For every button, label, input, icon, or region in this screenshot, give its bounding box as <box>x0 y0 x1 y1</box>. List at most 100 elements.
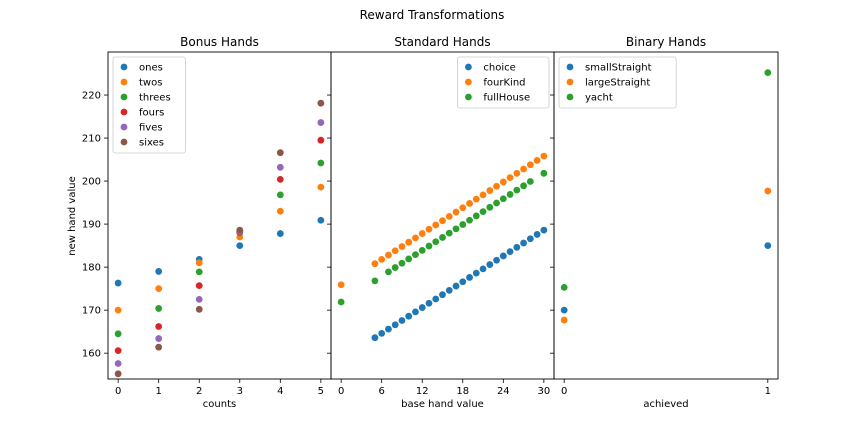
x-tick-label: 24 <box>497 386 510 397</box>
y-tick-label: 170 <box>82 306 101 317</box>
data-point-fours <box>155 323 163 330</box>
data-point-fourKind <box>378 255 386 263</box>
data-point-fourKind <box>493 182 500 190</box>
data-point-fives <box>276 163 284 171</box>
data-point-fourKind <box>425 225 433 233</box>
data-point-fullHouse <box>513 186 521 194</box>
data-point-fourKind <box>540 152 548 160</box>
data-point-ones <box>236 242 244 250</box>
data-point-choice <box>425 299 433 307</box>
panel-title: Binary Hands <box>626 35 706 49</box>
data-point-fullHouse <box>486 203 494 211</box>
data-point-fours <box>114 347 122 355</box>
data-point-choice <box>533 231 541 238</box>
x-tick-label: 1 <box>765 386 771 397</box>
data-point-twos <box>317 183 325 191</box>
data-point-choice <box>385 325 392 333</box>
x-tick-label: 4 <box>277 386 283 397</box>
data-point-choice <box>540 226 548 234</box>
data-point-fours <box>276 175 284 183</box>
axes-frame <box>553 51 779 380</box>
legend-box <box>456 56 550 109</box>
data-point-fourKind <box>418 230 426 237</box>
data-point-fourKind <box>526 161 534 169</box>
legend-marker <box>465 63 472 71</box>
data-point-fullHouse <box>452 225 460 233</box>
x-tick-label: 0 <box>115 386 121 397</box>
x-tick-label: 1 <box>155 386 161 397</box>
legend-label: threes <box>139 93 171 104</box>
y-tick-label: 180 <box>82 263 101 274</box>
data-point-fourKind <box>445 212 453 220</box>
legend: choice fourKind fullHouse <box>456 56 550 109</box>
data-point-fullHouse <box>391 264 399 271</box>
legend-marker <box>465 93 472 101</box>
data-point-sixes <box>236 226 244 234</box>
legend-label: fullHouse <box>483 93 530 104</box>
legend-marker <box>566 78 574 86</box>
data-point-fourKind <box>499 178 507 186</box>
data-point-twos <box>114 306 122 314</box>
data-point-threes <box>155 305 163 312</box>
data-point-choice <box>472 269 480 277</box>
data-point-fullHouse <box>445 229 453 237</box>
x-tick-label: 0 <box>338 386 344 397</box>
x-axis-label: achieved <box>643 399 688 410</box>
y-axis-label: new hand value <box>67 176 78 256</box>
data-point-fourKind <box>459 204 467 212</box>
y-tick-label: 210 <box>82 134 101 145</box>
legend-marker <box>120 123 128 131</box>
data-point-fourKind <box>385 251 392 259</box>
x-axis-label: counts <box>203 399 236 410</box>
data-point-smallStraight <box>560 306 568 314</box>
data-point-choice <box>526 235 534 243</box>
y-tick-label: 200 <box>82 177 101 188</box>
data-point-sixes <box>317 99 325 107</box>
legend-label: fours <box>139 108 164 119</box>
data-point-threes <box>276 191 284 199</box>
data-point-fourKind <box>371 260 379 268</box>
data-point-fives <box>114 360 122 367</box>
legend-marker <box>120 63 128 71</box>
data-point-fullHouse <box>466 216 473 224</box>
legend-label: twos <box>139 78 162 89</box>
data-point-fives <box>195 296 203 303</box>
data-point-fullHouse <box>425 242 433 250</box>
legend-label: fives <box>139 123 163 134</box>
data-point-fullHouse <box>520 182 527 190</box>
panel-title: Standard Hands <box>394 35 490 49</box>
data-point-choice <box>479 265 487 273</box>
data-point-sixes <box>114 370 122 378</box>
legend-label: yacht <box>585 93 613 104</box>
legend-box <box>558 56 677 109</box>
data-point-fullHouse <box>398 259 406 267</box>
data-point-yacht <box>764 69 772 77</box>
data-point-choice <box>418 304 426 311</box>
data-point-fourKind <box>466 200 473 207</box>
data-point-choice <box>432 295 440 303</box>
legend-label: ones <box>139 63 163 74</box>
data-point-choice <box>459 278 467 286</box>
data-point-fullHouse <box>439 234 446 241</box>
data-point-choice <box>452 282 460 290</box>
legend: ones twos threes fours fives sixes <box>112 56 186 154</box>
data-point-choice <box>445 286 453 294</box>
data-point-choice <box>499 252 507 260</box>
standard-hands-panel: Standard Hands base hand value 0 6 12 18 24 3… <box>327 35 555 410</box>
data-point-fullHouse <box>371 277 379 285</box>
data-point-fullHouse <box>493 199 500 207</box>
data-point-fourKind <box>412 234 419 242</box>
x-tick-label: 0 <box>561 386 567 397</box>
x-tick-label: 18 <box>456 386 469 397</box>
data-point-choice <box>439 291 446 299</box>
data-point-fullHouse <box>540 169 548 177</box>
data-point-fourKind <box>398 243 406 250</box>
data-point-fourKind <box>452 208 460 216</box>
legend-marker <box>120 78 128 86</box>
data-point-choice <box>520 239 527 247</box>
x-axis-label: base hand value <box>401 399 484 410</box>
data-point-fourKind <box>405 238 413 246</box>
legend-label: choice <box>483 63 515 74</box>
x-tick-label: 6 <box>378 386 384 397</box>
x-tick-label: 12 <box>416 386 429 397</box>
